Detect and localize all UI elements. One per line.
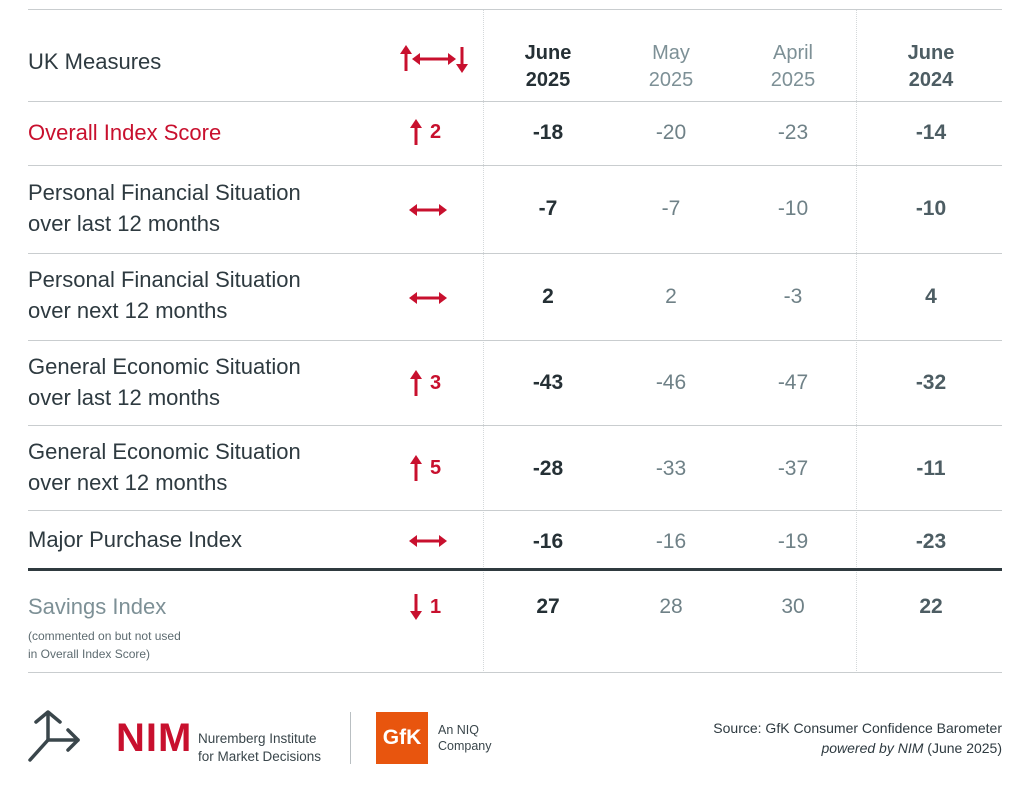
change-indicator: 2 [408,118,468,146]
table-row: General Economic Situation over last 12 … [28,340,1002,425]
nim-name: Nuremberg Institute for Market Decisions [198,731,322,764]
value-may-2025: 28 [659,595,683,618]
nim-arrow-icon [28,710,80,762]
value-may-2025: -16 [655,530,687,553]
value-may-2025: -33 [655,457,687,480]
value-april-2025: -37 [777,457,809,480]
value-june-2024: -32 [915,371,947,394]
row-label: Major Purchase Index [28,527,242,552]
change-indicator: 3 [408,369,468,397]
column-divider [856,9,857,673]
change-indicator: 5 [408,454,468,482]
value-june-2024: 4 [925,285,937,308]
savings-label: Savings Index [28,594,167,619]
row-label: General Economic Situation over last 12 … [28,354,301,410]
value-april-2025: 30 [781,595,805,618]
change-indicator: 1 [408,593,468,621]
table-title: UK Measures [28,49,162,74]
arrow-up-icon [410,370,422,396]
change-legend-icon [398,44,468,74]
value-june-2025: 27 [536,595,560,618]
value-may-2025: 2 [665,285,677,308]
value-april-2025: -19 [777,530,809,553]
change-indicator [408,286,468,309]
change-indicator [408,529,468,552]
row-label: Personal Financial Situation over last 1… [28,180,301,236]
gfk-logo: GfK [376,712,428,764]
column-header-june-2024: June 2024 [907,42,955,91]
value-june-2025: -7 [538,197,558,220]
value-april-2025: -23 [777,121,809,144]
arrow-up-icon [410,119,422,145]
row-label: Personal Financial Situation over next 1… [28,267,301,323]
value-april-2025: -3 [783,285,803,308]
value-june-2024: -23 [915,530,947,553]
change-value: 2 [430,120,442,143]
footer: NIM Nuremberg Institute for Market Decis… [28,700,1002,780]
arrow-left-right-icon [409,203,447,216]
logo-divider [350,712,351,764]
gfk-tagline: An NIQ Company [438,723,492,753]
change-indicator [408,198,468,221]
change-value: 3 [430,371,442,394]
column-header-june-2025: June 2025 [524,42,572,91]
column-header-may-2025: May 2025 [648,42,694,91]
table-row: General Economic Situation over next 12 … [28,425,1002,510]
value-june-2024: -10 [915,197,947,220]
arrow-left-right-icon [409,534,447,547]
arrow-left-right-icon [409,291,447,304]
row-label: Overall Index Score [28,120,222,145]
savings-note: (commented on but not used in Overall In… [28,629,181,661]
value-may-2025: -20 [655,121,687,144]
source-note: Source: GfK Consumer Confidence Baromete… [713,720,1002,756]
value-june-2025: 2 [542,285,554,308]
value-june-2025: -18 [532,121,564,144]
value-may-2025: -46 [655,371,687,394]
table-row: Overall Index Score 2 -18 -20 -23 -14 [28,101,1002,165]
column-divider [483,9,484,673]
change-value: 1 [430,595,442,618]
value-may-2025: -7 [661,197,681,220]
arrow-up-icon [410,455,422,481]
value-june-2025: -28 [532,457,564,480]
value-april-2025: -47 [777,371,809,394]
row-label: General Economic Situation over next 12 … [28,439,301,495]
value-june-2025: -43 [532,371,564,394]
header-row: UK Measures June 2025 May 2025 April 202… [28,9,1002,101]
table-row: Personal Financial Situation over next 1… [28,253,1002,340]
table-row: Major Purchase Index -16 -16 -19 -23 [28,510,1002,570]
table-row: Personal Financial Situation over last 1… [28,165,1002,253]
value-june-2024: -11 [916,457,946,480]
column-header-april-2025: April 2025 [770,42,816,91]
value-june-2025: -16 [532,530,564,553]
change-value: 5 [430,456,442,479]
value-june-2024: -14 [915,121,947,144]
savings-row: Savings Index (commented on but not used… [28,568,1002,673]
nim-logo [28,710,116,771]
value-june-2024: 22 [919,595,943,618]
arrow-down-icon [410,594,422,620]
nim-wordmark: NIM [116,716,193,760]
value-april-2025: -10 [777,197,809,220]
